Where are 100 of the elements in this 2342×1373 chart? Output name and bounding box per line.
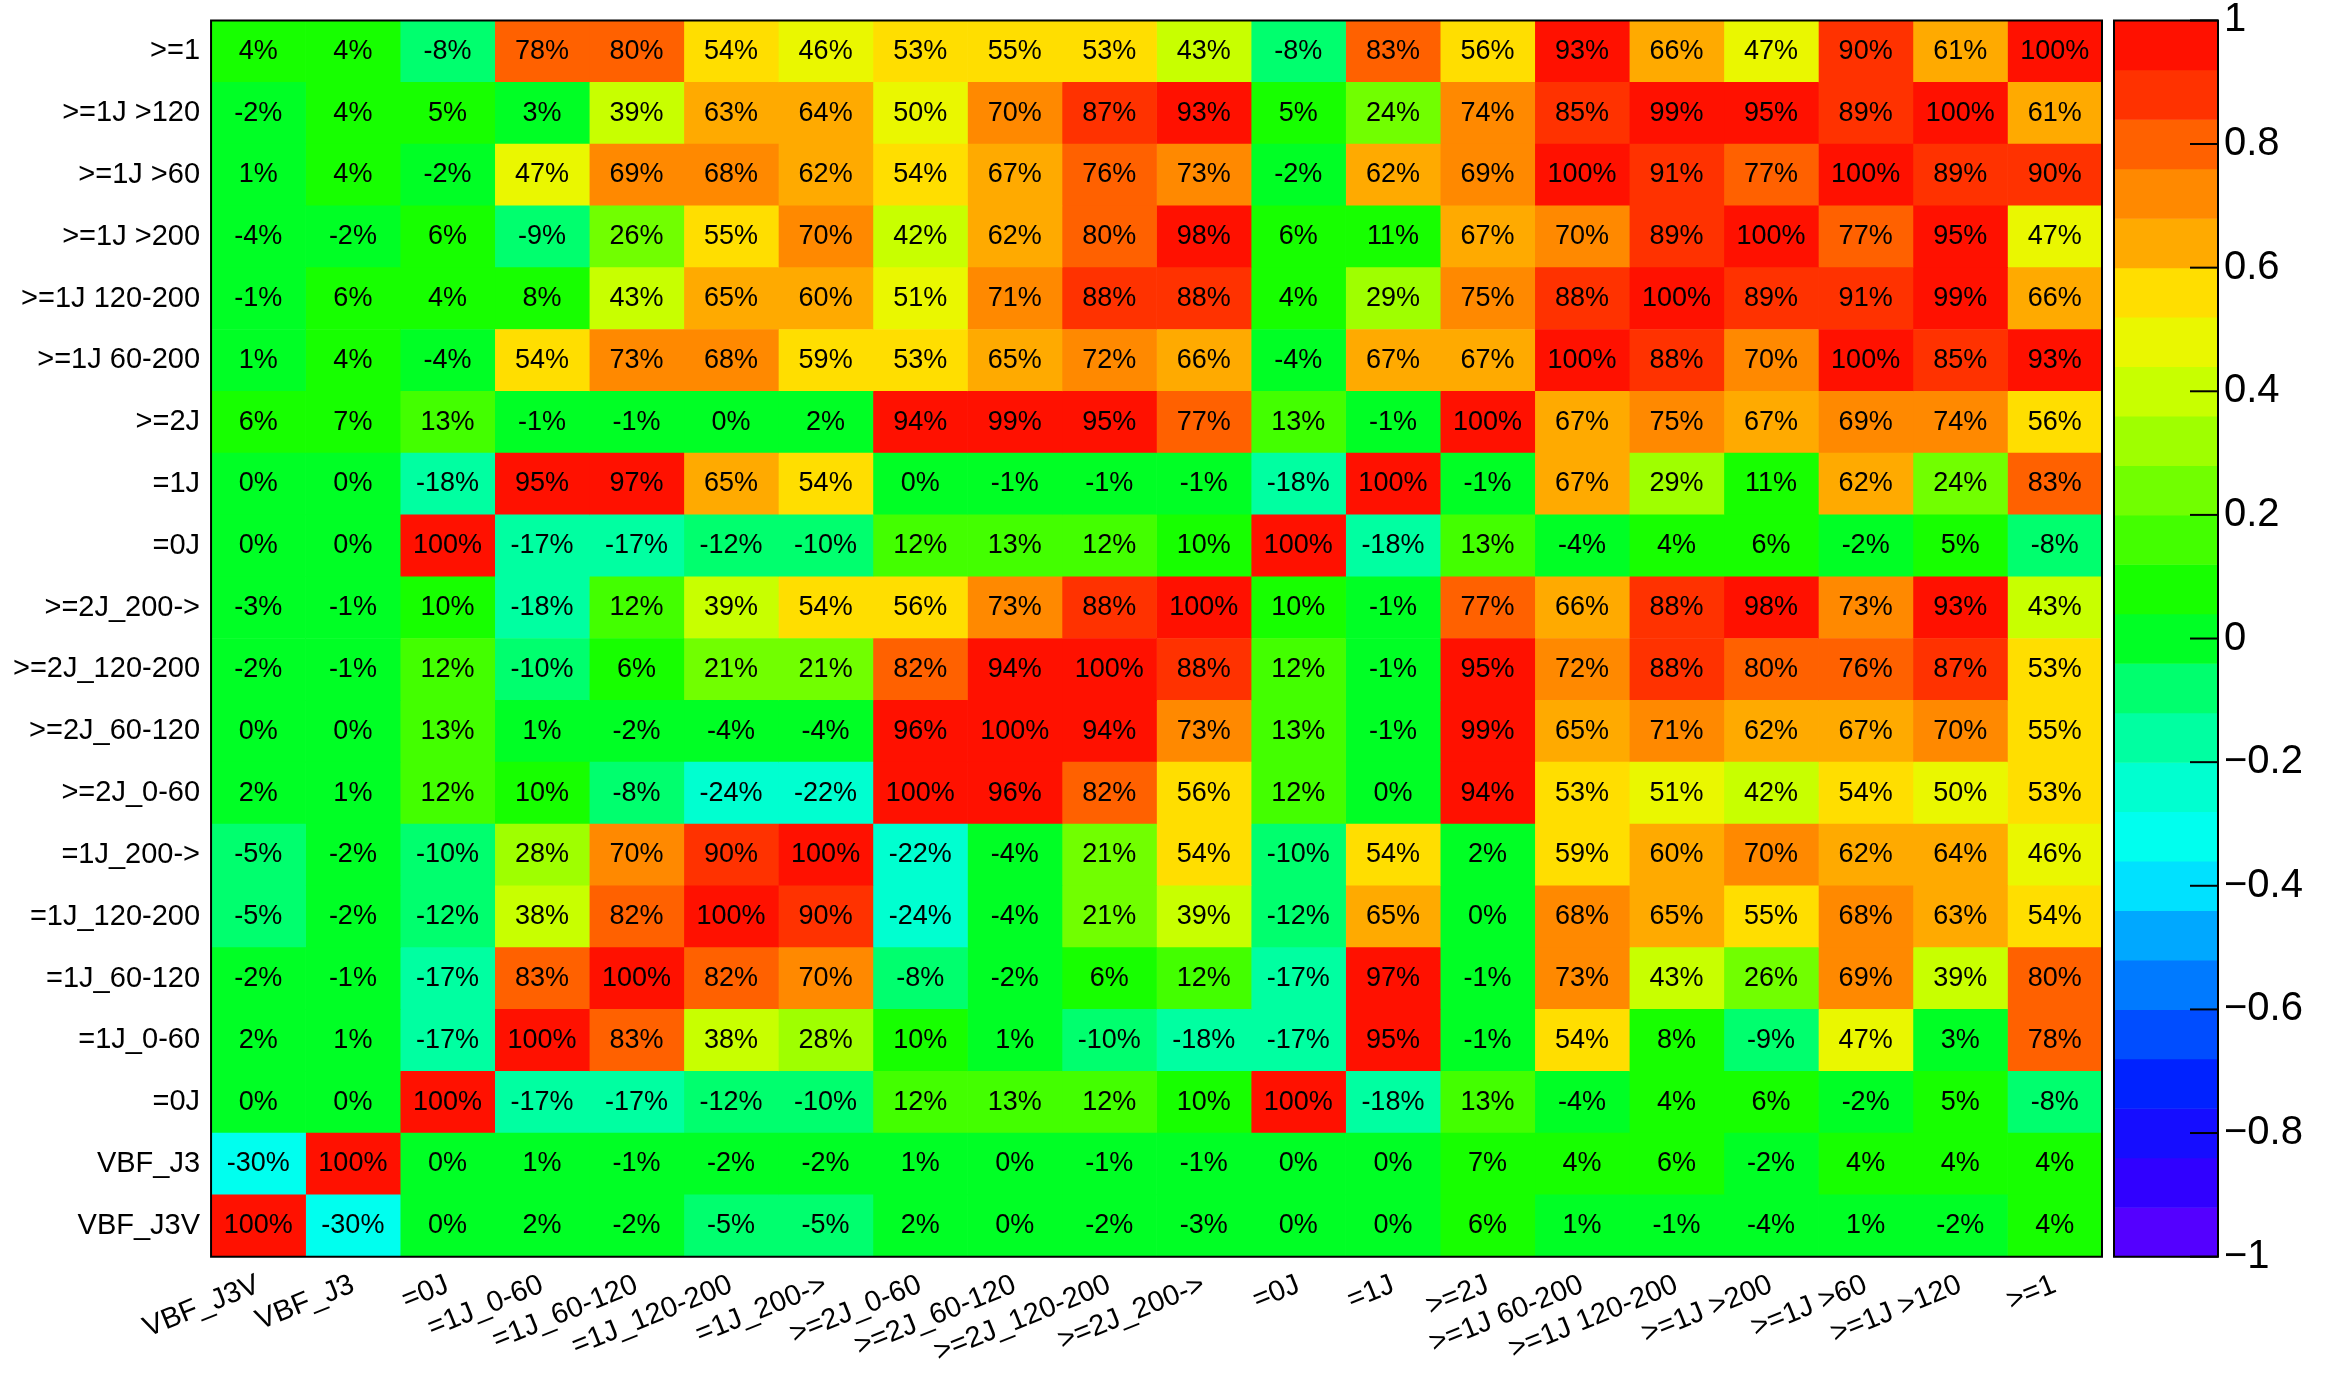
data-label: 89% [1649,220,1704,251]
data-label: 26% [609,220,664,251]
data-label: 3% [1940,1023,1980,1054]
data-label: 54% [514,343,569,374]
data-label: -24% [888,900,952,931]
data-label: -2% [1841,529,1890,560]
data-label: 100% [1358,467,1428,498]
y-tick-label: >=1J >60 [78,156,201,189]
data-label: 100% [791,838,861,869]
data-label: 77% [1460,591,1515,622]
data-label: -2% [328,838,377,869]
data-label: -18% [1361,529,1425,560]
data-label: -5% [234,900,283,931]
data-label: -1% [328,591,377,622]
data-label: -1% [1652,1209,1701,1240]
data-label: 69% [609,158,664,189]
data-label: -2% [328,900,377,931]
data-label: 80% [1082,220,1137,251]
data-label: 10% [893,1023,948,1054]
y-tick-label: =1J_60-120 [46,960,201,993]
data-label: 21% [1082,900,1137,931]
data-label: 43% [1176,34,1231,65]
data-label: -2% [234,961,283,992]
data-label: 6% [1467,1209,1507,1240]
y-tick-label: =1J [152,466,201,498]
data-label: 78% [514,34,569,65]
data-label: -8% [423,34,472,65]
data-label: 5% [427,96,467,127]
data-label: 70% [609,838,664,869]
data-label: 100% [601,961,672,992]
data-label: -2% [801,1147,850,1178]
data-label: -30% [321,1209,385,1240]
data-label: 73% [987,591,1042,622]
data-label: 62% [1838,838,1893,869]
data-label: 100% [507,1023,577,1054]
data-label: 76% [1838,652,1893,683]
data-label: -24% [699,776,763,807]
data-label: 12% [609,591,664,622]
data-label: 2% [900,1209,940,1240]
data-label: 77% [1176,405,1231,436]
data-label: 2% [1467,838,1507,869]
data-label: -18% [1172,1023,1236,1054]
data-label: 73% [1176,714,1231,745]
color-bar-label: −0.4 [2224,860,2303,905]
data-label: 6% [617,652,657,683]
data-label: 90% [2027,158,2082,189]
data-label: -12% [699,1085,763,1116]
data-label: -2% [612,714,661,745]
data-label: 12% [893,1085,948,1116]
data-label: 88% [1649,652,1704,683]
y-tick-label: >=1 [150,33,201,66]
data-label: 12% [1271,776,1326,807]
data-label: 6% [1751,1085,1791,1116]
data-label: 12% [1082,1085,1137,1116]
data-label: 100% [1642,282,1712,313]
data-label: 42% [1744,776,1799,807]
data-label: 93% [2027,343,2082,374]
data-label: 93% [1933,591,1988,622]
data-label: 13% [1460,1085,1515,1116]
data-label: 59% [1554,838,1610,869]
data-label: 0% [238,467,278,498]
data-label: 6% [427,220,467,251]
data-label: 0% [995,1209,1035,1240]
data-label: 13% [987,1085,1042,1116]
data-label: 59% [798,343,853,374]
data-label: 83% [1365,34,1420,65]
data-label: 4% [1657,529,1697,560]
data-label: 39% [1176,900,1231,931]
data-label: 47% [1744,34,1799,65]
color-bar-label: −0.8 [2224,1108,2303,1153]
data-label: 100% [318,1147,388,1178]
color-bar-label: 0.8 [2224,119,2280,164]
data-label: -8% [1274,34,1323,65]
data-label: 10% [1271,591,1326,622]
data-label: 0% [238,1085,278,1116]
data-label: 98% [1176,220,1231,251]
data-label: 89% [1838,96,1893,127]
data-label: 100% [1074,652,1144,683]
data-label: 21% [1082,838,1137,869]
data-label: 1% [900,1147,940,1178]
data-label: -1% [1368,591,1417,622]
data-label: 0% [1373,776,1413,807]
data-label: 13% [1460,529,1515,560]
data-label: 1% [238,158,278,189]
data-label: -17% [415,961,479,992]
data-label: 5% [1940,1085,1980,1116]
data-label: 24% [1365,96,1420,127]
data-label: 88% [1649,343,1704,374]
color-bar-label: −1 [2224,1231,2270,1276]
data-label: 60% [798,282,853,313]
data-label: -1% [1085,467,1134,498]
data-label: 56% [1176,776,1231,807]
data-label: 71% [1649,714,1704,745]
data-label: 54% [1838,776,1893,807]
data-label: 4% [238,34,278,65]
color-bar-label: 0.6 [2224,242,2280,287]
data-label: 88% [1176,652,1231,683]
data-label: 21% [798,652,853,683]
data-label: 100% [1547,343,1617,374]
data-label: 94% [1460,776,1515,807]
